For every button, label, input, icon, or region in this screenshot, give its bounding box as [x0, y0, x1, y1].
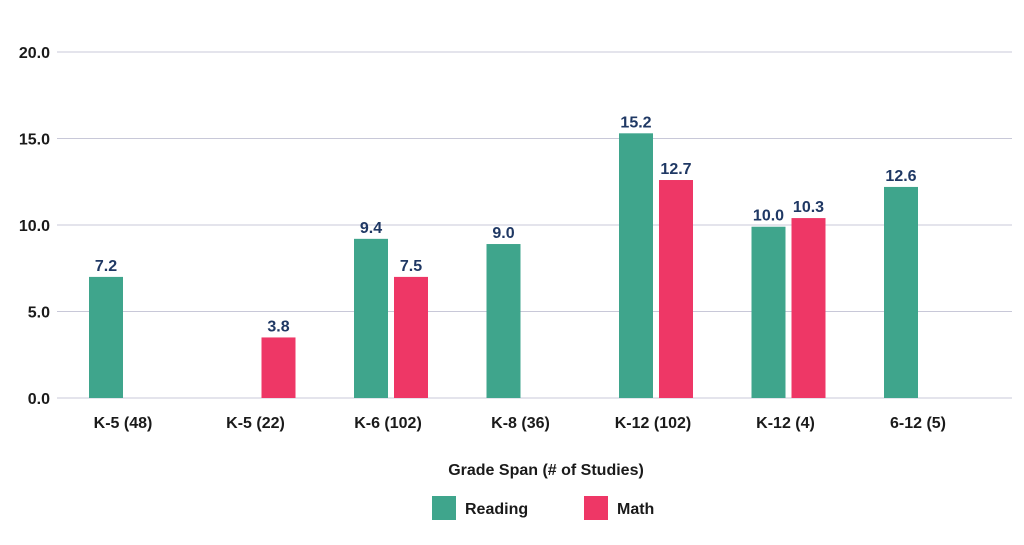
x-category-label: K-8 (36) [491, 415, 550, 432]
legend: Reading Math [432, 496, 654, 520]
legend-swatch-reading [432, 496, 456, 520]
x-category-label: K-12 (102) [615, 415, 691, 432]
data-label: 7.5 [400, 258, 422, 275]
data-label: 12.7 [660, 161, 691, 178]
x-category-label: K-5 (22) [226, 415, 285, 432]
data-label: 12.6 [885, 168, 916, 185]
x-axis-categories: K-5 (48) K-5 (22) K-6 (102) K-8 (36) K-12 (1… [94, 415, 946, 432]
bars [89, 133, 918, 398]
y-axis-ticks: 0.0 5.0 10.0 15.0 20.0 [19, 45, 50, 408]
legend-label: Math [617, 501, 654, 518]
bar-math [791, 218, 826, 398]
y-tick-label: 15.0 [19, 132, 50, 149]
data-label: 3.8 [267, 318, 289, 335]
data-labels: 7.2 3.8 9.4 7.5 9.0 15.2 12.7 10.0 10.3 12.6 [95, 114, 917, 335]
legend-swatch-math [584, 496, 608, 520]
data-label: 9.4 [360, 220, 382, 237]
y-tick-label: 20.0 [19, 45, 50, 62]
y-tick-label: 10.0 [19, 218, 50, 235]
bar-reading [89, 276, 123, 398]
data-label: 10.3 [793, 199, 824, 216]
bar-reading [354, 238, 388, 398]
bar-reading [486, 244, 521, 398]
x-category-label: K-5 (48) [94, 415, 153, 432]
y-tick-label: 0.0 [28, 391, 50, 408]
x-axis-title: Grade Span (# of Studies) [448, 462, 644, 479]
data-label: 7.2 [95, 258, 117, 275]
data-label: 9.0 [492, 225, 514, 242]
bar-reading [619, 133, 653, 398]
bar-reading [751, 226, 786, 398]
x-category-label: K-6 (102) [354, 415, 422, 432]
legend-label: Reading [465, 501, 528, 518]
x-category-label: 6-12 (5) [890, 415, 946, 432]
bar-math [659, 180, 693, 398]
bar-math [394, 276, 428, 398]
bar-reading [884, 186, 918, 398]
data-label: 10.0 [753, 208, 784, 225]
data-label: 15.2 [620, 114, 651, 131]
gridlines [57, 51, 1012, 399]
y-tick-label: 5.0 [28, 305, 50, 322]
x-category-label: K-12 (4) [756, 415, 815, 432]
bar-math [261, 337, 296, 398]
